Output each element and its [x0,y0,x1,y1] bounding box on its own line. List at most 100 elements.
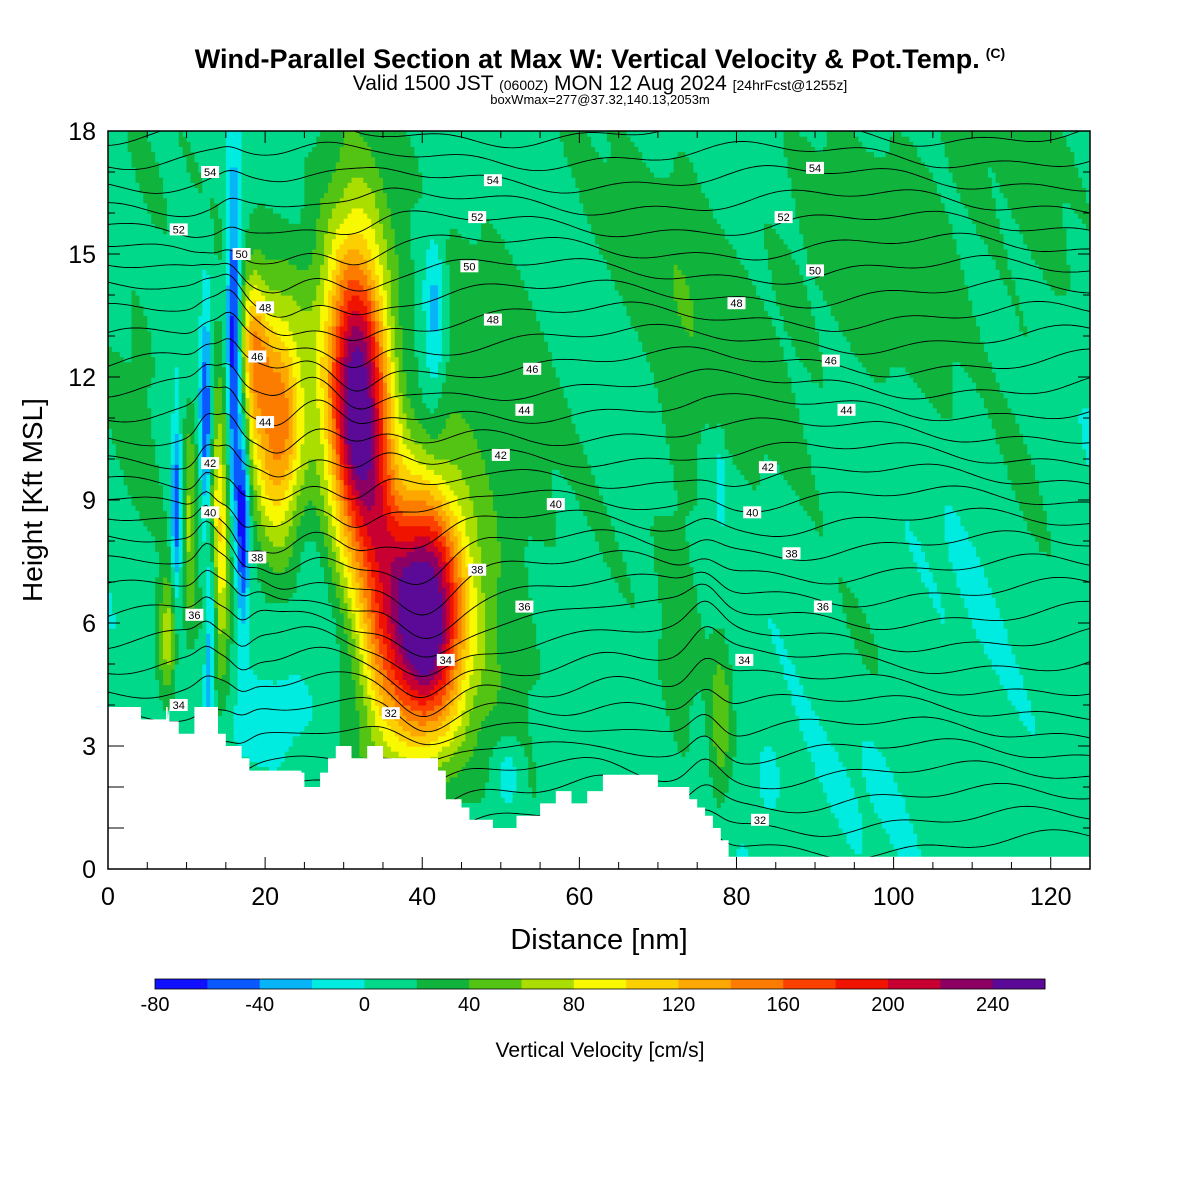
velocity-cell [225,428,231,434]
velocity-cell [736,848,749,855]
velocity-cell [339,459,345,465]
velocity-cell [394,515,435,522]
velocity-cell [430,561,439,568]
velocity-cell [198,556,211,563]
velocity-cell [485,658,498,665]
velocity-cell [445,556,455,563]
velocity-cell [481,674,502,680]
velocity-cell [995,377,1090,383]
velocity-cell [968,530,1032,537]
velocity-cell [257,530,266,537]
velocity-cell [159,469,172,475]
velocity-cell [441,576,447,583]
velocity-cell [119,351,133,358]
velocity-cell [225,402,231,409]
velocity-cell [430,489,443,496]
velocity-cell [799,679,1001,686]
velocity-cell [445,479,467,486]
velocity-cell [991,658,1016,665]
velocity-cell [909,817,1090,824]
velocity-cell [972,377,997,383]
velocity-cell [245,418,251,424]
velocity-cell [1023,684,1090,691]
velocity-cell [976,551,1048,557]
velocity-cell [579,505,608,511]
velocity-cell [461,469,486,475]
velocity-cell [375,464,380,470]
velocity-cell [359,494,376,501]
velocity-cell [371,351,376,358]
velocity-cell [198,377,203,383]
velocity-cell [194,530,199,537]
velocity-cell [269,515,286,522]
velocity-cell [249,546,254,552]
velocity-cell [272,448,286,455]
velocity-cell [371,438,376,445]
velocity-cell [170,433,176,440]
velocity-cell [355,623,360,629]
velocity-cell [261,464,266,470]
velocity-cell [465,725,482,732]
velocity-cell [363,587,372,593]
velocity-cell [221,464,227,470]
velocity-cell [382,500,388,506]
velocity-cell [241,377,247,383]
velocity-cell [272,520,282,527]
velocity-cell [347,592,357,598]
velocity-cell [555,366,651,373]
velocity-cell [343,382,349,388]
velocity-cell [815,320,840,327]
velocity-cell [449,346,549,352]
velocity-cell [398,366,404,373]
velocity-cell [249,510,254,516]
velocity-cell [347,510,357,516]
velocity-cell [210,279,227,286]
velocity-cell [198,351,203,358]
velocity-cell [477,730,529,737]
velocity-cell [210,474,215,481]
velocity-cell [1035,474,1090,481]
velocity-cell [736,751,761,757]
velocity-cell [221,479,227,486]
velocity-cell [402,423,408,429]
velocity-cell [716,505,726,511]
velocity-cell [214,412,227,419]
velocity-cell [339,336,345,342]
velocity-cell [1038,479,1090,486]
velocity-cell [225,597,231,604]
velocity-cell [457,633,463,639]
velocity-cell [225,346,231,352]
velocity-cell [818,776,851,783]
velocity-cell [343,520,349,527]
velocity-cell [669,725,690,732]
velocity-cell [249,289,262,296]
velocity-cell [461,653,470,660]
velocity-cell [174,556,180,563]
velocity-cell [225,418,231,424]
velocity-cell [398,597,443,604]
velocity-cell [217,653,227,660]
velocity-cell [320,310,329,317]
velocity-cell [237,520,247,527]
velocity-cell [324,541,333,547]
velocity-cell [697,494,718,501]
velocity-cell [229,541,235,547]
velocity-cell [202,392,211,399]
velocity-cell [229,448,235,455]
velocity-cell [331,448,337,455]
velocity-cell [386,612,392,619]
velocity-cell [135,289,203,296]
velocity-cell [170,643,176,650]
velocity-cell [217,566,227,573]
velocity-cell [917,561,930,568]
velocity-cell [178,448,184,455]
velocity-cell [862,761,887,768]
velocity-cell [1050,546,1090,552]
velocity-cell [261,336,270,342]
velocity-cell [296,469,305,475]
velocity-cell [108,423,152,429]
velocity-cell [1023,310,1090,317]
velocity-cell [367,525,388,532]
velocity-cell [194,459,199,465]
velocity-cell [245,423,251,429]
